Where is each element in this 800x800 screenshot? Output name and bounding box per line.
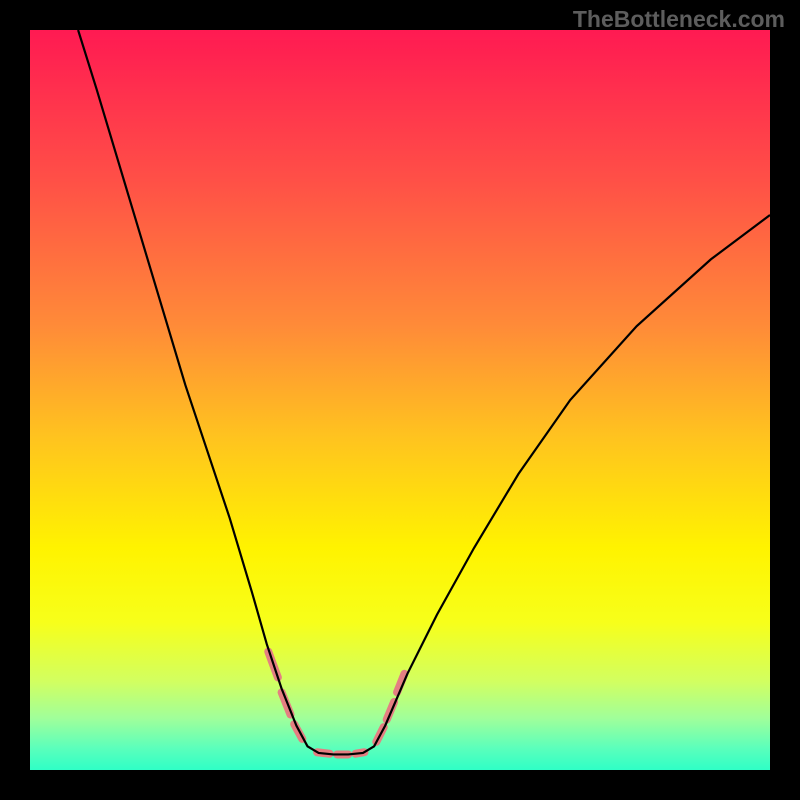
watermark-text: TheBottleneck.com [573,6,785,33]
chart-canvas: TheBottleneck.com [0,0,800,800]
plot-background [30,30,770,770]
bottleneck-plot [30,30,770,770]
